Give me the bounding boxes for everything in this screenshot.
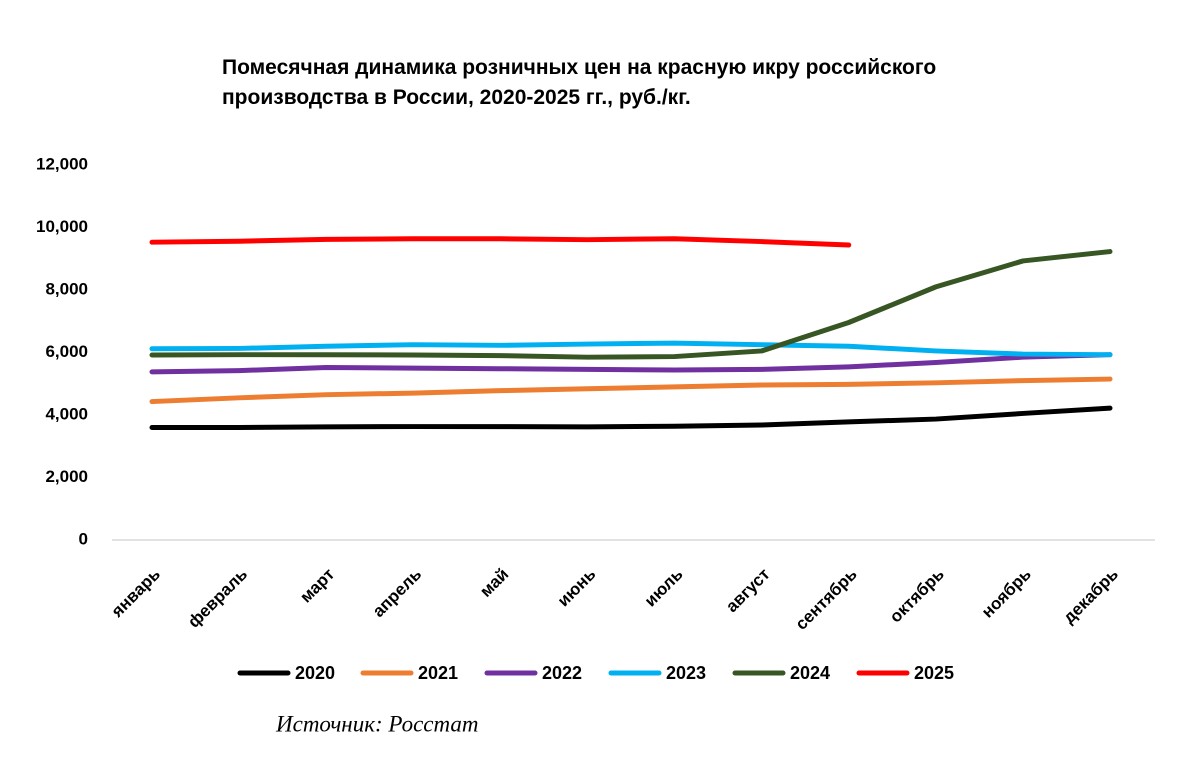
y-tick-label: 6,000 [45,342,88,361]
legend-item: 2020 [237,663,335,683]
legend-label: 2021 [418,663,458,683]
y-tick-label: 2,000 [45,467,88,486]
y-tick-label: 12,000 [36,154,88,173]
x-tick-label: май [476,565,512,601]
x-tick-label: июнь [554,565,600,611]
series-line [149,352,1113,375]
legend-label: 2025 [914,663,954,683]
y-tick-label: 0 [79,529,88,548]
series-line [149,340,1113,358]
x-tick-label: апрель [369,565,425,621]
x-tick-label: сентябрь [792,565,861,634]
series-line [149,405,1113,430]
legend-item: 2025 [856,663,954,683]
x-tick-label: февраль [184,565,251,632]
x-tick-label: декабрь [1059,565,1122,628]
legend-label: 2024 [790,663,830,683]
x-tick-label: март [296,565,338,607]
series-line [149,249,1113,360]
legend-item: 2021 [360,663,458,683]
legend-item: 2023 [608,663,706,683]
series-line [149,236,852,248]
x-tick-label: ноябрь [978,565,1035,622]
legend-item: 2022 [484,663,582,683]
legend-item: 2024 [732,663,830,683]
x-tick-label: август [722,565,773,616]
y-tick-label: 10,000 [36,217,88,236]
x-tick-label: июль [641,565,687,611]
x-tick-label: январь [107,565,164,622]
legend-label: 2023 [666,663,706,683]
legend-label: 2022 [542,663,582,683]
y-tick-label: 8,000 [45,279,88,298]
x-tick-label: октябрь [886,565,948,627]
y-tick-label: 4,000 [45,404,88,423]
legend-label: 2020 [295,663,335,683]
source-note: Источник: Росстат [275,711,479,736]
series-line [149,376,1113,405]
chart-title: Помесячная динамика розничных цен на кра… [222,56,936,109]
